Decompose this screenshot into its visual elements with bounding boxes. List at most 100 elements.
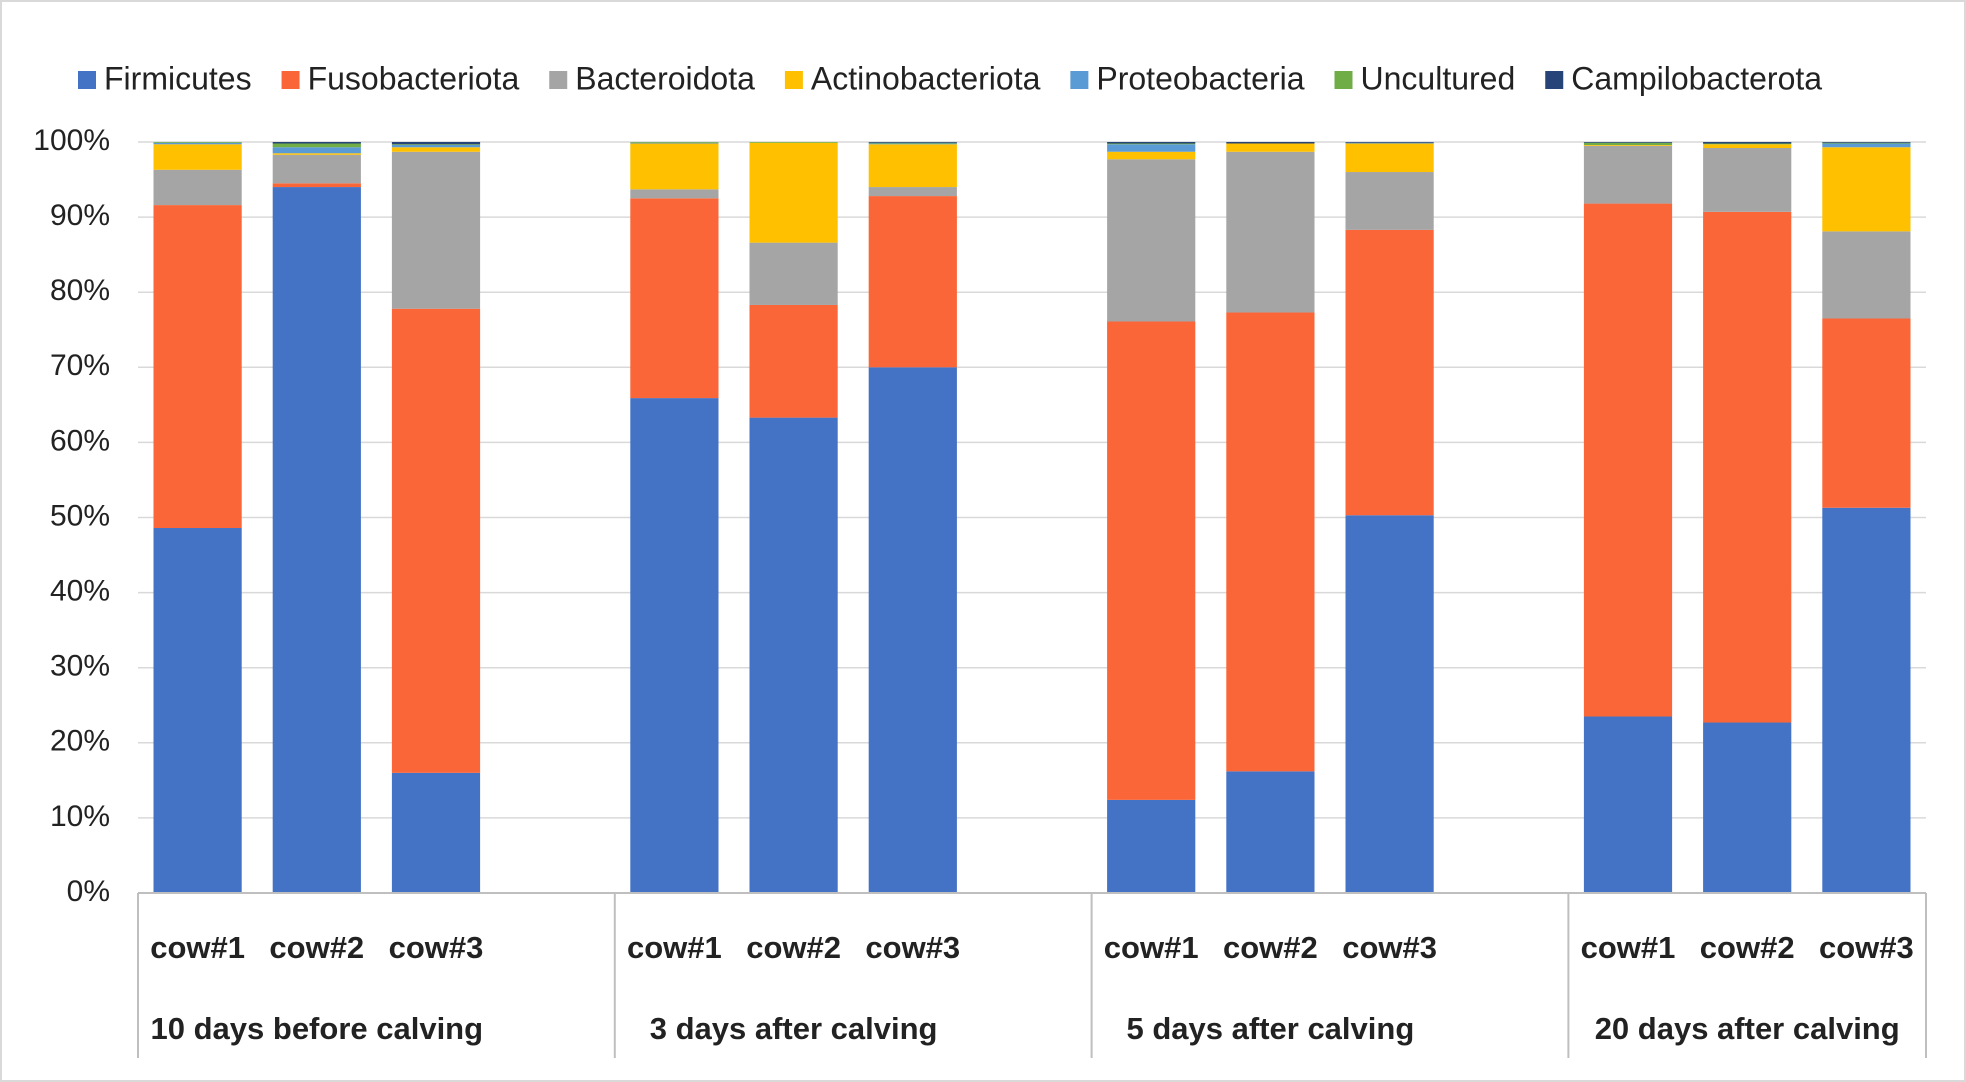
x-tick-label: cow#3 (1819, 930, 1914, 965)
legend-label: Firmicutes (104, 60, 252, 96)
x-tick-label: cow#2 (1223, 930, 1318, 965)
bar-segment (630, 142, 719, 144)
bar-segment (1345, 515, 1434, 893)
x-tick-label: cow#1 (150, 930, 245, 965)
bar-segment (868, 142, 957, 144)
group-label: 20 days after calving (1595, 1011, 1900, 1046)
bar-segment (1583, 203, 1673, 717)
bar-segment (1345, 142, 1434, 143)
bar-segment (272, 153, 361, 155)
bar-segment (630, 142, 719, 143)
y-tick-label: 90% (50, 199, 110, 232)
bar-segment (391, 145, 481, 148)
y-tick-label: 20% (50, 725, 110, 758)
bar-segment (1583, 142, 1673, 146)
bar-segment (868, 144, 957, 188)
y-tick-label: 10% (50, 800, 110, 833)
bar-segment (1226, 771, 1315, 893)
x-tick-label: cow#1 (627, 930, 722, 965)
bar-segment (272, 183, 361, 188)
bar-segment (1345, 143, 1434, 173)
bar-segment (1703, 142, 1792, 144)
bar-segment (1822, 147, 1911, 232)
legend-swatch (549, 71, 568, 89)
x-tick-label: cow#2 (269, 930, 364, 965)
group-label: 5 days after calving (1127, 1011, 1415, 1046)
x-tick-label: cow#3 (865, 930, 960, 965)
y-tick-label: 40% (50, 575, 110, 608)
bar-segment (868, 196, 957, 368)
legend-swatch (1334, 71, 1353, 89)
bar-segment (1107, 321, 1196, 800)
bar-segment (1107, 142, 1196, 144)
legend-swatch (784, 71, 803, 89)
bar-segment (1583, 716, 1673, 893)
bar-segment (1822, 507, 1911, 893)
bar-segment (1226, 142, 1315, 144)
bar-segment (1107, 159, 1196, 322)
bar-segment (272, 147, 361, 154)
bar-segment (391, 144, 481, 146)
bar-segment (868, 367, 957, 893)
bar-segment (1822, 142, 1911, 144)
y-tick-label: 0% (67, 875, 110, 908)
bar-segment (749, 242, 838, 305)
bar-segment (1822, 142, 1911, 143)
bar-segment (272, 187, 361, 893)
group-label: 3 days after calving (650, 1011, 938, 1046)
bar-segment (1583, 145, 1673, 146)
bar-segment (153, 528, 242, 893)
bar-segment (153, 169, 242, 206)
legend-label: Uncultured (1361, 60, 1516, 96)
bar-segment (1107, 143, 1196, 145)
bar-segment (749, 142, 838, 143)
bar-segment (1703, 148, 1792, 212)
y-tick-label: 100% (33, 124, 110, 157)
legend-swatch (78, 71, 96, 89)
bar-segment (153, 142, 242, 145)
y-tick-label: 50% (50, 499, 110, 532)
bar-segment (1583, 145, 1673, 204)
bar-segment (153, 144, 242, 170)
bar-segment (1583, 142, 1673, 143)
y-tick-label: 70% (50, 349, 110, 382)
legend-label: Campilobacterota (1571, 60, 1822, 96)
bar-segment (272, 143, 361, 148)
bar-segment (630, 143, 719, 190)
bar-segment (1822, 231, 1911, 319)
bar-segment (1345, 172, 1434, 230)
legend-swatch (1545, 71, 1564, 89)
bar-segment (391, 142, 481, 145)
bar-segment (1226, 143, 1315, 152)
bar-segment (868, 143, 957, 145)
bar-segment (153, 205, 242, 529)
bar-segment (391, 308, 481, 773)
bar-segment (391, 147, 481, 152)
bar-segment (749, 304, 838, 418)
bar-segment (391, 772, 481, 893)
legend-label: Fusobacteriota (308, 60, 520, 96)
bar-segment (272, 154, 361, 184)
bar-segment (1107, 151, 1196, 160)
bar-segment (749, 142, 838, 243)
bar-segment (1345, 142, 1434, 144)
group-label: 10 days before calving (151, 1011, 484, 1046)
bar-segment (1226, 151, 1315, 313)
legend-label: Proteobacteria (1096, 60, 1304, 96)
y-tick-label: 30% (50, 650, 110, 683)
bar-segment (630, 398, 719, 893)
bar-segment (153, 142, 242, 143)
x-tick-label: cow#2 (1700, 930, 1795, 965)
bar-segment (1703, 143, 1792, 145)
bar-segment (868, 142, 957, 143)
x-tick-label: cow#1 (1104, 930, 1199, 965)
bar-segment (1345, 229, 1434, 516)
bar-segment (630, 198, 719, 399)
x-tick-label: cow#1 (1581, 930, 1676, 965)
bar-segment (1822, 318, 1911, 508)
x-tick-label: cow#3 (1342, 930, 1437, 965)
bar-segment (272, 142, 361, 144)
bar-segment (1703, 211, 1792, 723)
legend-swatch (281, 71, 300, 89)
